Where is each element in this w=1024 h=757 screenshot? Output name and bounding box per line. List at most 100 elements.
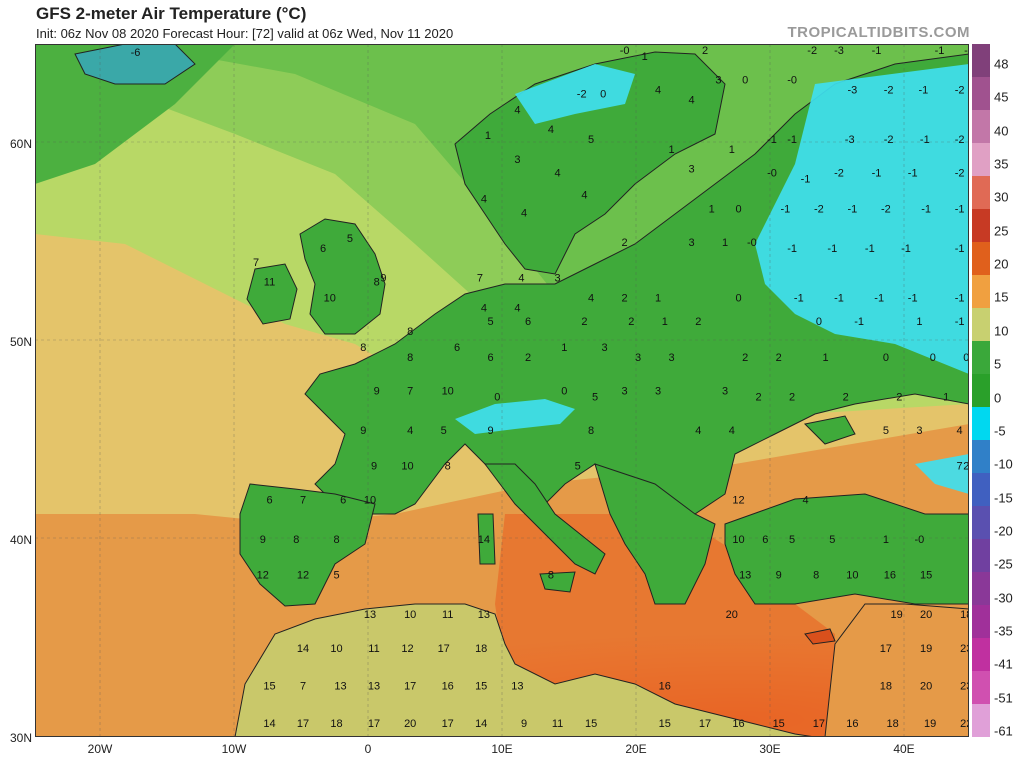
temperature-value: 3 (722, 386, 728, 398)
temperature-value: 17 (404, 681, 416, 693)
temperature-value: -1 (955, 203, 965, 215)
colorbar-segment (972, 440, 990, 474)
temperature-value: 8 (445, 461, 451, 473)
temperature-value: -2 (884, 134, 894, 146)
temperature-value: 3 (655, 386, 661, 398)
colorbar-label: -51 (994, 690, 1013, 706)
temperature-value: 6 (340, 494, 346, 506)
temperature-value: 5 (588, 134, 594, 146)
colorbar-segment (972, 176, 990, 210)
temperature-value: 15 (659, 718, 671, 730)
temperature-value: 9 (521, 718, 527, 730)
temperature-value: 1 (662, 316, 668, 328)
temperature-value: 15 (585, 718, 597, 730)
temperature-value: 5 (488, 316, 494, 328)
temperature-value: 2 (581, 316, 587, 328)
temperature-value: 3 (635, 352, 641, 364)
lat-label: 50N (9, 335, 32, 349)
temperature-value: 9 (380, 273, 386, 285)
temperature-value: 14 (297, 643, 309, 655)
temperature-value: 13 (334, 681, 346, 693)
temperature-value: 2 (525, 352, 531, 364)
temperature-value: 0 (816, 316, 822, 328)
scandinavia-cold-region (515, 64, 635, 124)
sicily-land (539, 571, 576, 593)
temperature-value: 0 (930, 352, 936, 364)
temperature-value: 1 (729, 144, 735, 156)
temperature-map: -6-201-02-2-1-1-1-330-0-3-2-1-244445134-… (35, 44, 969, 737)
temperature-value: 16 (442, 681, 454, 693)
temperature-value: 4 (548, 124, 554, 136)
temperature-value: 8 (360, 342, 366, 354)
temperature-value: 4 (588, 292, 594, 304)
lon-label: 30E (759, 742, 781, 756)
north-africa-land (234, 603, 816, 737)
temperature-value: 13 (368, 681, 380, 693)
temperature-value: 1 (883, 534, 889, 546)
temperature-value: -0 (620, 45, 630, 57)
temperature-value: -1 (955, 316, 965, 328)
temperature-value: 5 (333, 570, 339, 582)
colorbar-label: 45 (994, 89, 1009, 105)
temperature-value: -6 (131, 47, 141, 59)
temperature-value: 10 (401, 461, 413, 473)
temperature-value: 11 (552, 718, 563, 730)
temperature-value: 1 (561, 342, 567, 354)
colorbar-label: -15 (994, 490, 1013, 506)
temperature-value: -1 (964, 45, 969, 57)
temperature-value: 0 (963, 352, 969, 364)
temperature-value: 10 (324, 292, 336, 304)
temperature-value: 9 (374, 386, 380, 398)
lat-label: 60N (9, 137, 32, 151)
temperature-value: -1 (919, 85, 929, 97)
temperature-value: 1 (642, 51, 648, 63)
ireland-land (246, 263, 298, 325)
temperature-value: 12 (732, 494, 744, 506)
temperature-value: 2 (756, 391, 762, 403)
temperature-value: 16 (884, 570, 896, 582)
temperature-value: 6 (488, 352, 494, 364)
temperature-value: 14 (263, 718, 275, 730)
temperature-value: 2 (789, 391, 795, 403)
temperature-value: 3 (715, 75, 721, 87)
temperature-value: 20 (920, 609, 932, 621)
temperature-value: 8 (407, 352, 413, 364)
temperature-value: 7 (300, 494, 306, 506)
temperature-value: 1 (916, 316, 922, 328)
iberia-land (239, 483, 376, 607)
temperature-value: 4 (555, 168, 561, 180)
lon-label: 20W (87, 742, 113, 756)
colorbar-segment (972, 44, 990, 78)
temperature-value: -2 (834, 168, 844, 180)
colorbar-segment (972, 638, 990, 672)
temperature-value: 6 (454, 342, 460, 354)
temperature-value: 5 (347, 233, 353, 245)
temperature-value: 14 (478, 534, 490, 546)
temperature-value: 4 (689, 94, 695, 106)
colorbar-segment (972, 605, 990, 639)
colorbar-segment (972, 374, 990, 408)
temperature-value: -1 (908, 292, 918, 304)
temperature-value: -3 (834, 45, 844, 57)
temperature-value: 11 (368, 643, 379, 655)
temperature-value: -1 (767, 134, 777, 146)
temperature-value: 17 (699, 718, 711, 730)
temperature-value: 10 (364, 494, 376, 506)
temperature-value: 17 (438, 643, 450, 655)
temperature-value: 4 (521, 207, 527, 219)
temperature-value: -1 (787, 134, 797, 146)
temperature-colorbar (972, 44, 990, 737)
temperature-value: 1 (668, 144, 674, 156)
temperature-value: 2 (622, 237, 628, 249)
temperature-value: -1 (908, 168, 918, 180)
temperature-value: 5 (575, 461, 581, 473)
temperature-value: 5 (789, 534, 795, 546)
temperature-value: 3 (668, 352, 674, 364)
cold-regions (455, 64, 969, 494)
temperature-value: -1 (827, 243, 837, 255)
colorbar-segment (972, 407, 990, 441)
temperature-value: -0 (747, 237, 757, 249)
temperature-value: 5 (441, 425, 447, 437)
colorbar-label: -61 (994, 723, 1013, 739)
temperature-value: -1 (854, 316, 864, 328)
